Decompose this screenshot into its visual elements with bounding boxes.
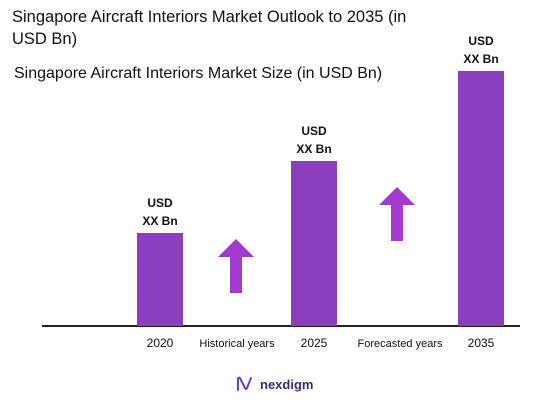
x-tick-label-2035: 2035 [468, 336, 495, 350]
bar-2035 [458, 71, 504, 326]
data-label-value-2035: XX Bn [463, 52, 498, 66]
brand-logo: nexdigm [236, 376, 313, 392]
bar-2025 [291, 161, 337, 326]
chart-subtitle: Singapore Aircraft Interiors Market Size… [14, 65, 383, 82]
nexdigm-logo-icon [237, 376, 252, 391]
x-tick-label-2025: 2025 [301, 336, 328, 350]
period-label-forecasted: Forecasted years [358, 338, 443, 350]
data-label-value-2020: XX Bn [142, 214, 177, 228]
x-tick-label-2020: 2020 [147, 336, 174, 350]
forecast-growth-arrow-icon [379, 187, 415, 241]
data-label-unit-2025: USD [301, 124, 327, 138]
data-label-value-2025: XX Bn [296, 142, 331, 156]
chart-title: Singapore Aircraft Interiors Market Outl… [12, 8, 407, 48]
bar-2020 [137, 233, 183, 326]
data-label-unit-2035: USD [468, 34, 494, 48]
data-label-unit-2020: USD [147, 196, 173, 210]
historical-growth-arrow-icon [218, 239, 254, 293]
brand-name: nexdigm [260, 376, 314, 392]
period-label-historical: Historical years [199, 338, 275, 350]
